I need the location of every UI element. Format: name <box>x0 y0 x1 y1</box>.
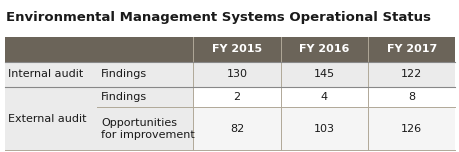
Text: Environmental Management Systems Operational Status: Environmental Management Systems Operati… <box>6 11 430 24</box>
Text: 103: 103 <box>313 124 334 134</box>
Bar <box>5 37 454 62</box>
Text: 8: 8 <box>407 92 414 102</box>
Text: FY 2017: FY 2017 <box>386 44 436 54</box>
Bar <box>193 87 454 107</box>
Bar <box>5 62 454 87</box>
Bar <box>193 107 454 150</box>
Text: 82: 82 <box>230 124 243 134</box>
Bar <box>5 87 193 107</box>
Text: Internal audit: Internal audit <box>8 69 84 79</box>
Text: Findings: Findings <box>101 92 147 102</box>
Text: 122: 122 <box>400 69 421 79</box>
Text: Findings: Findings <box>101 69 147 79</box>
Text: 4: 4 <box>320 92 327 102</box>
Text: External audit: External audit <box>8 114 87 124</box>
Text: 145: 145 <box>313 69 334 79</box>
Text: FY 2015: FY 2015 <box>212 44 261 54</box>
Text: 126: 126 <box>400 124 421 134</box>
Text: Opportunities
for improvement: Opportunities for improvement <box>101 118 195 140</box>
Bar <box>5 107 193 150</box>
Text: FY 2016: FY 2016 <box>298 44 349 54</box>
Text: 2: 2 <box>233 92 240 102</box>
Text: 130: 130 <box>226 69 247 79</box>
